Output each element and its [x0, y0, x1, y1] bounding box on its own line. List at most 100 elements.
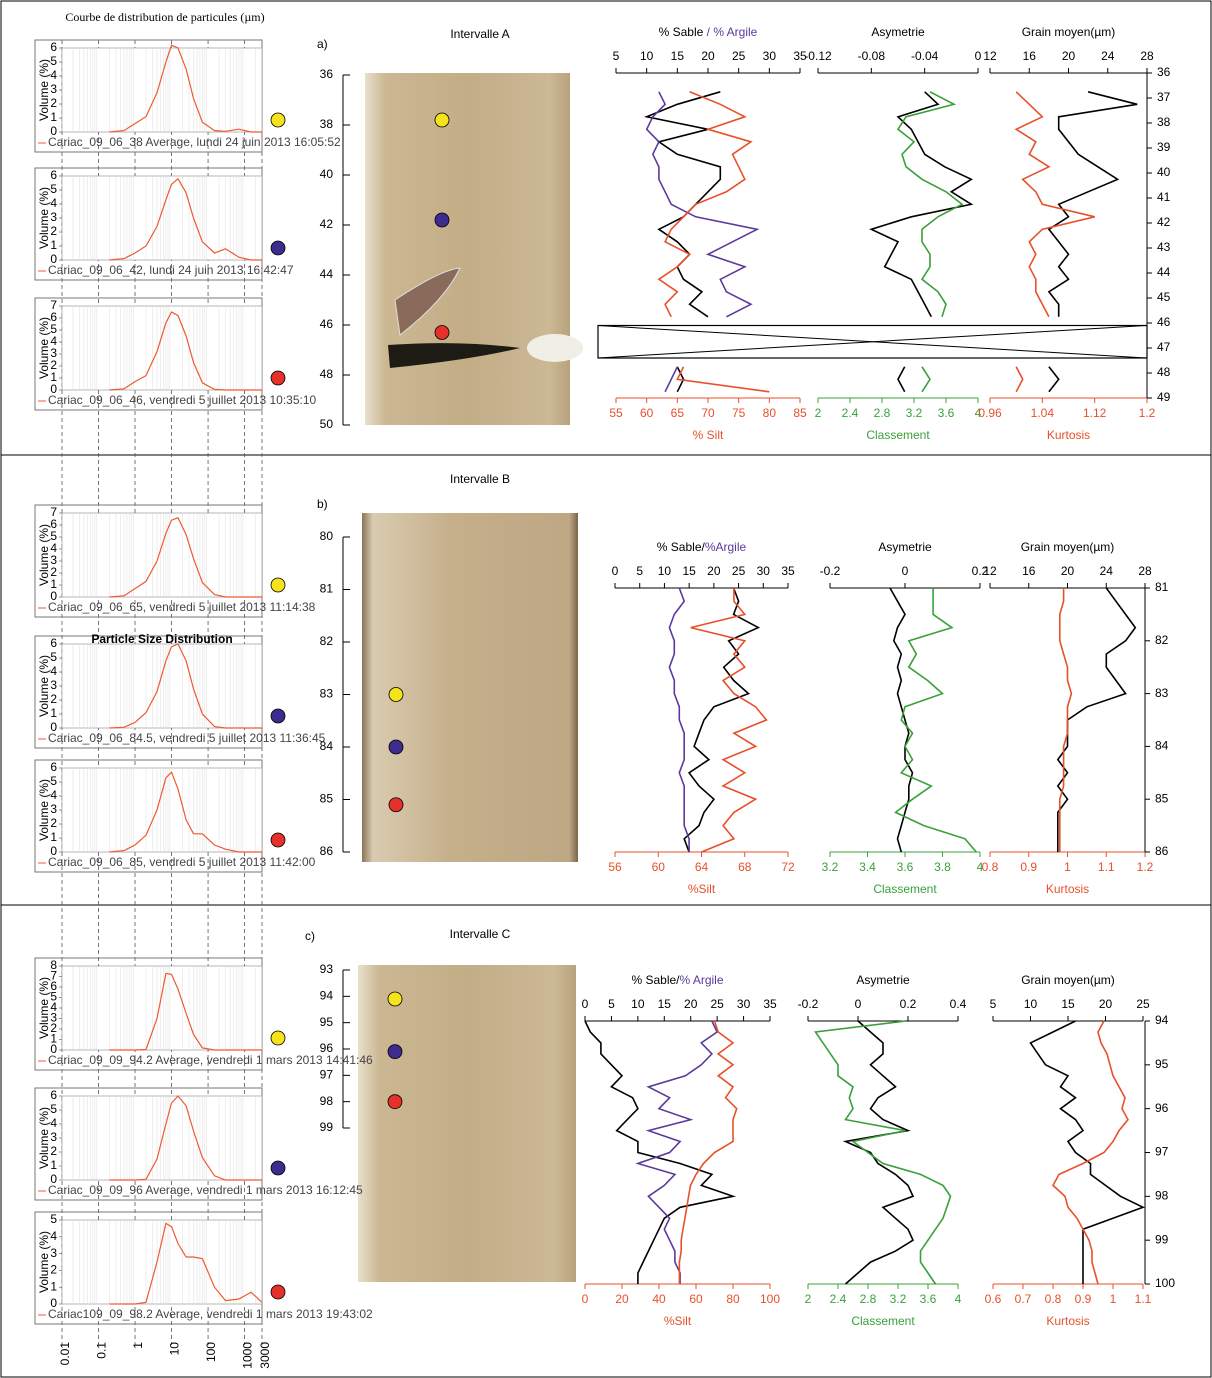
psd-y-tick-label: 3: [50, 346, 57, 360]
bottom-tick-label: 3.6: [938, 406, 955, 420]
core-sample: [388, 687, 404, 702]
top-tick-label: 20: [701, 49, 715, 63]
psd-y-tick-label: 0: [50, 382, 57, 396]
depth-tick-label: 40: [1157, 165, 1171, 179]
psd-y-tick-label: 3: [50, 802, 57, 816]
core-tick-label: 93: [320, 962, 334, 976]
sample-marker: [270, 370, 286, 386]
bottom-tick-label: 20: [615, 1292, 629, 1306]
profile-line: [1051, 1020, 1129, 1285]
axis-title-part: / % Argile: [703, 25, 757, 39]
psd-y-tick-label: 3: [50, 1011, 57, 1025]
top-axis-title: Asymetrie: [878, 540, 932, 554]
depth-tick-label: 46: [1157, 315, 1171, 329]
core-tick-label: 83: [320, 687, 334, 701]
profile-line: [678, 1020, 738, 1284]
top-tick-label: 15: [1061, 997, 1075, 1011]
bottom-tick-label: 80: [763, 406, 777, 420]
psd-curve: [109, 972, 262, 1051]
psd-y-tick-label: 1: [50, 238, 57, 252]
top-tick-label: 25: [710, 997, 724, 1011]
psd-y-tick-label: 1: [50, 1279, 57, 1293]
core-photos: [358, 73, 583, 1282]
profile-line: [1014, 91, 1095, 393]
depth-tick-label: 81: [1155, 580, 1169, 594]
profile-line: [1047, 91, 1138, 393]
gap-cross: [597, 325, 1148, 359]
psd-y-tick-label: 0: [50, 124, 57, 138]
bottom-tick-label: 1.12: [1083, 406, 1107, 420]
psd-y-tick-label: 6: [50, 1088, 57, 1102]
top-tick-label: 0.2: [972, 564, 989, 578]
psd-x-tick-label: 0.1: [95, 1342, 109, 1359]
bottom-tick-label: 60: [640, 406, 654, 420]
psd-y-tick-label: 3: [50, 1246, 57, 1260]
psd-plot: [61, 643, 263, 729]
psd-plot: [61, 965, 263, 1051]
psd-y-tick-label: 5: [50, 1212, 57, 1226]
psd-curve: [109, 311, 262, 391]
top-axis-title: % Sable/% Argile: [631, 973, 723, 987]
axis-title-part: Kurtosis: [1046, 1314, 1089, 1328]
psd-plot-title: Particle Size Distribution: [91, 632, 232, 646]
psd-curve: [109, 44, 262, 133]
top-tick-label: 35: [793, 49, 807, 63]
top-tick-label: 5: [613, 49, 620, 63]
bottom-tick-label: 0.8: [982, 860, 999, 874]
core-sample: [434, 325, 450, 340]
depth-tick-label: 97: [1155, 1145, 1169, 1159]
psd-curve: [109, 177, 262, 261]
depth-tick-label: 99: [1155, 1232, 1169, 1246]
psd-y-tick-label: 1: [50, 1032, 57, 1046]
psd-y-label: Volume (%): [37, 187, 51, 249]
profile-line: [869, 91, 974, 393]
psd-y-label: Volume (%): [37, 779, 51, 841]
bottom-axis-title: % Silt: [693, 428, 724, 442]
psd-curve: [109, 1222, 263, 1305]
axis-title-part: Grain moyen(µm): [1021, 973, 1115, 987]
psd-y-tick-label: 0: [50, 252, 57, 266]
core-photo: [365, 73, 570, 425]
core-tick-label: 81: [320, 582, 334, 596]
top-tick-label: 5: [636, 564, 643, 578]
psd-y-tick-label: 2: [50, 692, 57, 706]
axis-title-part: Classement: [866, 428, 930, 442]
bottom-tick-label: 0.9: [1020, 860, 1037, 874]
depth-tick-label: 98: [1155, 1189, 1169, 1203]
top-tick-label: 10: [658, 564, 672, 578]
core-sample: [388, 739, 404, 755]
psd-y-tick-label: 0: [50, 720, 57, 734]
core-sample: [387, 1044, 403, 1060]
top-tick-label: 20: [707, 564, 721, 578]
psd-y-tick-label: 6: [50, 40, 57, 54]
axis-title-part: Asymetrie: [871, 25, 925, 39]
depth-tick-label: 84: [1155, 739, 1169, 753]
axis-title-part: % Sable: [659, 25, 704, 39]
depth-tick-label: 86: [1155, 844, 1169, 858]
core-photo: [358, 965, 576, 1282]
psd-plot: [61, 175, 263, 261]
psd-y-tick-label: 7: [50, 969, 57, 983]
top-axis-title: Grain moyen(µm): [1021, 973, 1115, 987]
psd-y-tick-label: 6: [50, 168, 57, 182]
psd-y-tick-label: 1: [50, 110, 57, 124]
top-tick-label: 28: [1138, 564, 1152, 578]
core-tick-label: 50: [320, 417, 334, 431]
psd-y-tick-label: 2: [50, 565, 57, 579]
psd-y-tick-label: 5: [50, 54, 57, 68]
axis-title-part: Kurtosis: [1046, 882, 1089, 896]
top-tick-label: 15: [671, 49, 685, 63]
axis-title-part: Asymetrie: [856, 973, 910, 987]
psd-plot: [61, 512, 263, 598]
profile-line: [842, 1020, 915, 1285]
sample-marker: [270, 1160, 286, 1176]
depth-tick-label: 94: [1155, 1013, 1169, 1027]
top-tick-label: 30: [757, 564, 771, 578]
bottom-tick-label: 3.2: [890, 1292, 907, 1306]
top-axis-title: % Sable/%Argile: [657, 540, 747, 554]
profile-line: [657, 91, 770, 393]
top-tick-label: 30: [763, 49, 777, 63]
profile-line: [635, 1020, 719, 1284]
bottom-tick-label: 85: [793, 406, 807, 420]
psd-curve: [109, 1095, 262, 1181]
